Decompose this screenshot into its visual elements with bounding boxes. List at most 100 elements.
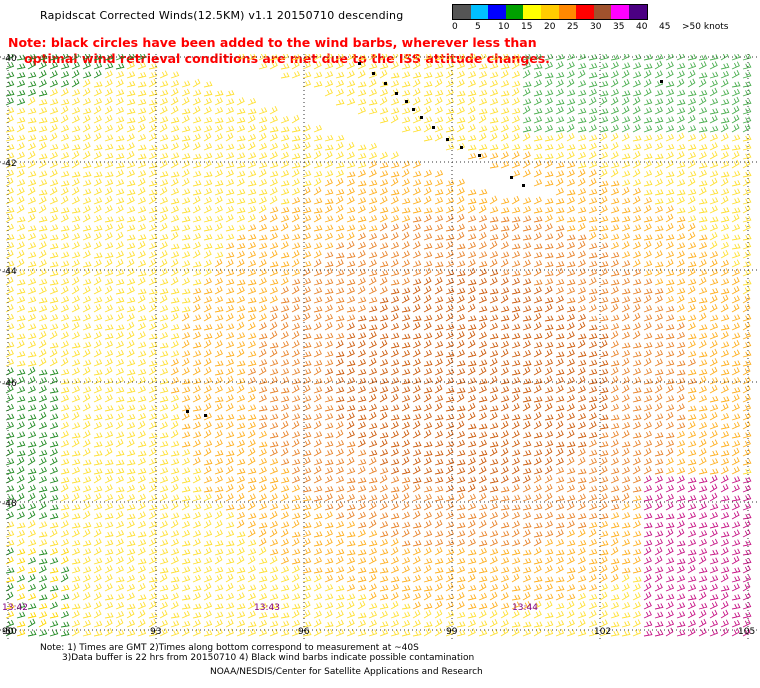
wind-barb: [313, 366, 322, 376]
wind-barb: [346, 314, 356, 322]
wind-barb: [49, 567, 59, 574]
wind-barb: [401, 592, 411, 601]
wind-barb: [280, 206, 290, 214]
wind-barb: [412, 430, 421, 439]
wind-barb: [269, 612, 279, 619]
wind-barb: [302, 277, 312, 286]
wind-barb: [621, 567, 631, 574]
wind-barb: [489, 601, 498, 610]
wind-barb: [665, 125, 675, 133]
wind-barb: [38, 377, 48, 385]
wind-barb: [709, 549, 719, 556]
wind-barb: [324, 288, 334, 295]
wind-barb: [698, 297, 708, 304]
wind-barb: [434, 62, 444, 70]
wind-barb: [742, 420, 751, 430]
wind-barb: [709, 538, 718, 547]
wind-barb: [313, 431, 323, 439]
wind-barb: [82, 476, 92, 484]
wind-barb: [522, 87, 531, 97]
wind-barb: [49, 107, 59, 115]
wind-barb: [698, 132, 707, 142]
wind-barb: [632, 322, 641, 331]
longitude-label: 90: [2, 627, 14, 637]
wind-barb: [291, 494, 301, 502]
wind-barb: [368, 610, 378, 619]
wind-barb: [412, 207, 422, 214]
wind-barb: [159, 421, 168, 430]
wind-barb: [390, 619, 399, 628]
wind-barb: [621, 96, 630, 106]
wind-barb: [49, 342, 59, 349]
wind-barb: [665, 522, 675, 529]
wind-barb: [335, 574, 344, 583]
wind-barb: [258, 242, 268, 250]
wind-barb: [467, 394, 476, 403]
wind-barb: [247, 350, 257, 358]
wind-barb: [5, 134, 15, 142]
wind-barb: [225, 242, 235, 250]
wind-barb: [115, 583, 125, 592]
wind-barb: [137, 206, 147, 214]
wind-barb: [27, 448, 36, 457]
wind-barb: [720, 573, 729, 583]
wind-barb: [280, 593, 290, 601]
wind-barb: [731, 151, 740, 160]
wind-barb: [511, 359, 521, 367]
wind-barb: [203, 196, 213, 205]
wind-barb: [456, 576, 466, 583]
wind-barb: [566, 61, 575, 70]
wind-barb: [192, 619, 201, 628]
wind-barb: [181, 160, 190, 169]
wind-barb: [522, 386, 532, 394]
wind-barb: [687, 231, 696, 241]
wind-barb: [82, 224, 92, 232]
wind-barb: [412, 278, 422, 286]
wind-barb: [522, 143, 532, 151]
wind-barb: [698, 169, 707, 178]
wind-barb: [104, 269, 114, 277]
wind-barb: [445, 277, 455, 286]
wind-barb: [379, 458, 389, 466]
wind-barb: [203, 429, 212, 439]
wind-barb: [500, 116, 510, 124]
wind-barb: [203, 565, 213, 574]
wind-barb: [357, 593, 367, 601]
wind-barb: [489, 234, 499, 241]
wind-barb: [654, 178, 663, 187]
wind-barb: [643, 440, 653, 448]
wind-barb: [291, 395, 301, 403]
wind-barb: [291, 438, 300, 448]
wind-barb: [368, 619, 377, 628]
wind-barb: [676, 475, 685, 484]
wind-barb: [489, 162, 499, 169]
wind-barb: [423, 260, 433, 268]
wind-barb: [511, 369, 521, 376]
wind-barb: [16, 258, 25, 268]
wind-barb: [643, 421, 652, 430]
wind-barb: [258, 575, 268, 583]
wind-barb: [489, 441, 499, 448]
wind-barb: [665, 54, 675, 61]
wind-barb: [247, 447, 256, 457]
wind-barb: [676, 540, 686, 547]
wind-barb: [379, 339, 388, 349]
wind-barb: [599, 540, 609, 547]
wind-barb: [577, 69, 586, 79]
wind-barb: [346, 196, 355, 205]
wind-barb: [489, 288, 499, 295]
wind-barb: [346, 385, 356, 394]
wind-barb: [115, 106, 125, 115]
wind-barb: [555, 278, 565, 286]
wind-barb: [368, 393, 377, 403]
wind-barb: [390, 171, 400, 178]
wind-barb: [676, 223, 685, 232]
wind-barb: [599, 108, 609, 115]
wind-barb: [489, 520, 498, 529]
wind-barb: [82, 133, 91, 142]
wind-barb: [49, 143, 59, 151]
wind-barb: [115, 386, 125, 394]
wind-barb: [412, 216, 422, 223]
wind-barb: [60, 368, 70, 376]
wind-barb: [478, 260, 488, 268]
